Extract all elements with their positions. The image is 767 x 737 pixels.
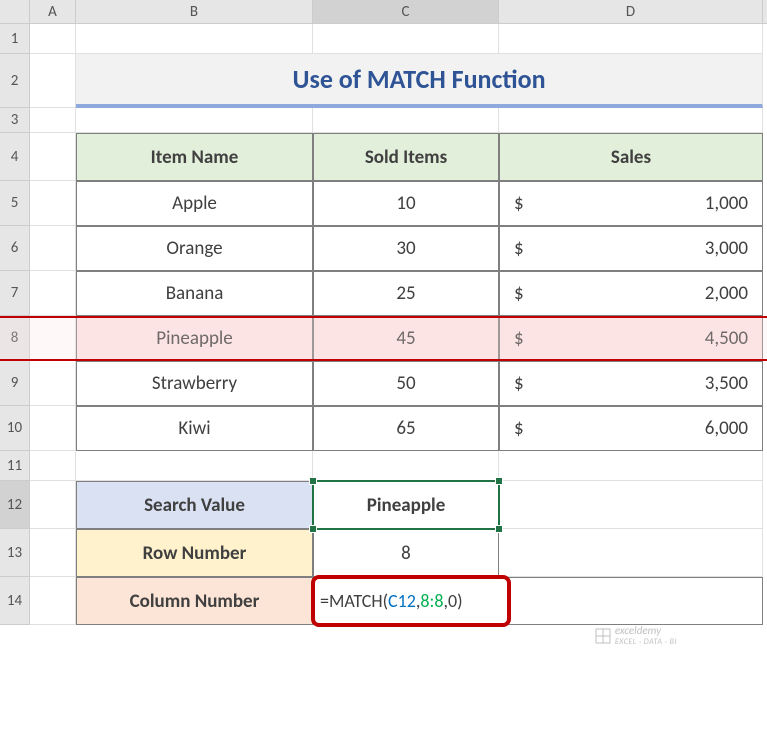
table-header: Sales	[499, 133, 763, 181]
sold-cell[interactable]: 50	[313, 361, 499, 406]
row-header-9[interactable]: 9	[0, 361, 30, 406]
row-header-6[interactable]: 6	[0, 226, 30, 271]
empty-cell[interactable]	[30, 451, 76, 481]
col-header-B[interactable]: B	[76, 0, 313, 23]
empty-cell[interactable]	[313, 108, 499, 133]
sold-cell[interactable]: 30	[313, 226, 499, 271]
col-header-D[interactable]: D	[499, 0, 763, 23]
page-title: Use of MATCH Function	[76, 54, 763, 108]
row-header-14[interactable]: 14	[0, 577, 30, 625]
watermark-icon	[595, 628, 611, 644]
row-header-8[interactable]: 8	[0, 316, 30, 361]
empty-cell[interactable]	[30, 181, 76, 226]
empty-cell[interactable]	[30, 316, 76, 361]
col-header-A[interactable]: A	[30, 0, 76, 23]
item-name-cell[interactable]: Banana	[76, 271, 313, 316]
sold-cell[interactable]: 25	[313, 271, 499, 316]
spreadsheet-grid: ABCD 12Use of MATCH Function34Item NameS…	[0, 0, 767, 625]
col-header-C[interactable]: C	[313, 0, 499, 23]
sales-cell[interactable]: $3,500	[499, 361, 763, 406]
empty-cell[interactable]	[30, 529, 76, 577]
empty-cell[interactable]	[30, 271, 76, 316]
empty-cell[interactable]	[499, 24, 763, 54]
row-header-11[interactable]: 11	[0, 451, 30, 481]
empty-cell[interactable]	[499, 481, 763, 529]
search-value-label: Search Value	[76, 481, 313, 529]
watermark: exceldemy EXCEL · DATA · BI	[595, 624, 677, 647]
empty-cell[interactable]	[76, 108, 313, 133]
empty-cell[interactable]	[30, 24, 76, 54]
row-header-4[interactable]: 4	[0, 133, 30, 181]
row-header-12[interactable]: 12	[0, 481, 30, 529]
table-header: Sold Items	[313, 133, 499, 181]
empty-cell[interactable]	[30, 226, 76, 271]
row-header-3[interactable]: 3	[0, 108, 30, 133]
empty-cell[interactable]	[499, 451, 763, 481]
formula-cell[interactable]: =MATCH(C12,8:8,0)	[313, 577, 763, 625]
empty-cell[interactable]	[30, 406, 76, 451]
row-header-10[interactable]: 10	[0, 406, 30, 451]
sold-cell[interactable]: 45	[313, 316, 499, 361]
sold-cell[interactable]: 10	[313, 181, 499, 226]
row-number-label: Row Number	[76, 529, 313, 577]
empty-cell[interactable]	[30, 133, 76, 181]
row-header-1[interactable]: 1	[0, 24, 30, 54]
row-number-cell[interactable]: 8	[313, 529, 499, 577]
item-name-cell[interactable]: Pineapple	[76, 316, 313, 361]
item-name-cell[interactable]: Kiwi	[76, 406, 313, 451]
empty-cell[interactable]	[30, 108, 76, 133]
search-value-cell[interactable]: Pineapple	[313, 481, 499, 529]
empty-cell[interactable]	[313, 24, 499, 54]
column-number-label: Column Number	[76, 577, 313, 625]
row-header-7[interactable]: 7	[0, 271, 30, 316]
empty-cell[interactable]	[499, 108, 763, 133]
empty-cell[interactable]	[30, 481, 76, 529]
sales-cell[interactable]: $1,000	[499, 181, 763, 226]
sales-cell[interactable]: $4,500	[499, 316, 763, 361]
table-header: Item Name	[76, 133, 313, 181]
select-all-corner[interactable]	[0, 0, 30, 23]
empty-cell[interactable]	[30, 54, 76, 108]
sales-cell[interactable]: $2,000	[499, 271, 763, 316]
watermark-tag: EXCEL · DATA · BI	[615, 637, 677, 647]
watermark-brand: exceldemy	[615, 624, 677, 637]
row-header-13[interactable]: 13	[0, 529, 30, 577]
empty-cell[interactable]	[30, 577, 76, 625]
empty-cell[interactable]	[76, 24, 313, 54]
empty-cell[interactable]	[30, 361, 76, 406]
row-header-5[interactable]: 5	[0, 181, 30, 226]
empty-cell[interactable]	[313, 451, 499, 481]
item-name-cell[interactable]: Orange	[76, 226, 313, 271]
empty-cell[interactable]	[76, 451, 313, 481]
row-header-2[interactable]: 2	[0, 54, 30, 108]
sales-cell[interactable]: $6,000	[499, 406, 763, 451]
empty-cell[interactable]	[499, 529, 763, 577]
column-headers-row: ABCD	[0, 0, 767, 24]
sales-cell[interactable]: $3,000	[499, 226, 763, 271]
item-name-cell[interactable]: Apple	[76, 181, 313, 226]
item-name-cell[interactable]: Strawberry	[76, 361, 313, 406]
sold-cell[interactable]: 65	[313, 406, 499, 451]
